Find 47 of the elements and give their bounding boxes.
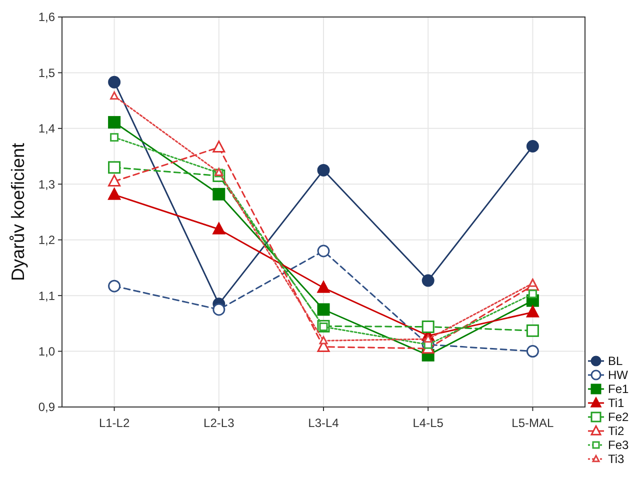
y-tick-label: 1,1 [38, 288, 56, 303]
y-tick-label: 1,5 [38, 66, 56, 80]
point [526, 345, 539, 358]
point [317, 164, 330, 176]
y-tick-label: 1,0 [38, 344, 56, 358]
legend-label: Fe1 [608, 382, 630, 396]
legend-label: HW [608, 368, 629, 382]
legend-label: Ti2 [608, 424, 625, 438]
legend-label: Ti3 [608, 452, 625, 466]
point [110, 92, 119, 100]
y-tick-label: 1,6 [38, 10, 56, 24]
x-tick-label: L2-L3 [204, 416, 235, 430]
point [317, 303, 330, 316]
legend-label: BL [608, 354, 624, 368]
y-tick-label: 0,9 [38, 400, 56, 414]
y-tick-label: 1,2 [38, 233, 56, 248]
x-tick-label: L3-L4 [308, 416, 340, 430]
x-tick-label: L1-L2 [98, 416, 130, 430]
point [422, 274, 434, 287]
point [108, 188, 121, 200]
point [212, 303, 226, 316]
point [526, 305, 539, 318]
point [212, 222, 226, 234]
point [424, 334, 432, 343]
point [317, 280, 330, 293]
legend-label: Ti1 [608, 396, 625, 410]
point [528, 290, 537, 298]
point [108, 174, 121, 187]
point [526, 324, 539, 337]
point [108, 280, 121, 292]
point [319, 336, 328, 344]
x-tick-label: L4-L5 [412, 416, 444, 430]
y-tick-label: 1,3 [38, 177, 56, 192]
legend-label: Fe2 [608, 410, 630, 424]
legend-label: Fe3 [608, 438, 630, 452]
point [422, 320, 434, 334]
point [110, 133, 119, 142]
point [108, 116, 121, 129]
point [526, 140, 539, 153]
y-axis-title: Dyarův koeficient [8, 142, 28, 282]
point [212, 188, 226, 200]
point [212, 140, 226, 153]
x-tick-label: L5-MAL [512, 416, 554, 430]
point [108, 161, 121, 174]
point [108, 76, 121, 88]
y-tick-label: 1,4 [38, 122, 56, 136]
point [317, 244, 330, 258]
